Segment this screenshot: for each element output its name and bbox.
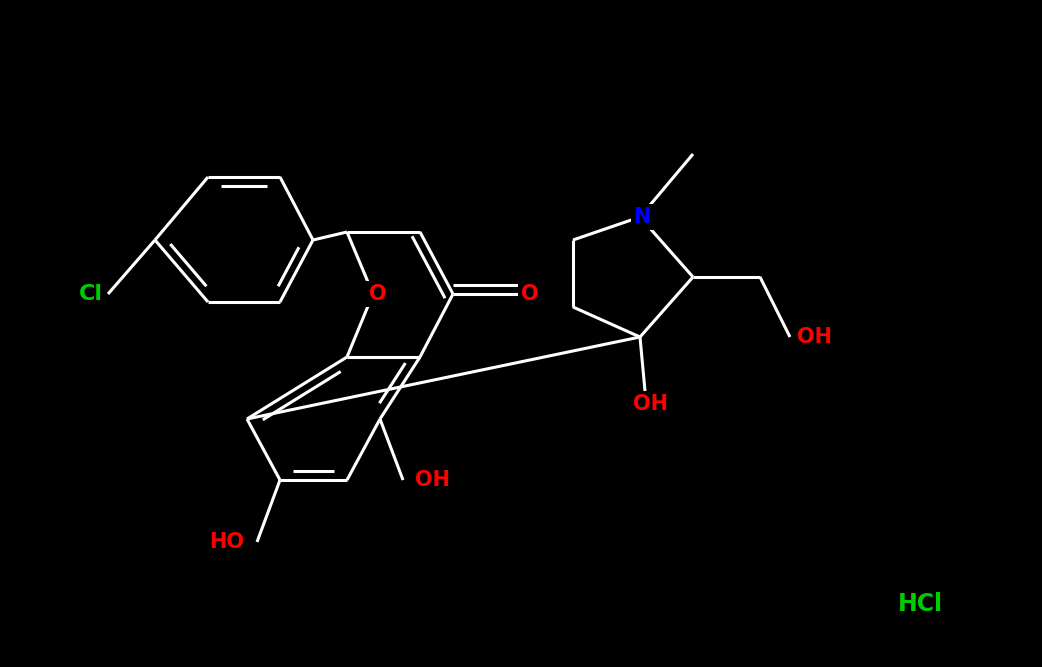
Text: O: O: [521, 284, 539, 304]
Text: N: N: [634, 207, 650, 227]
Text: Cl: Cl: [79, 284, 103, 304]
Text: OH: OH: [632, 394, 668, 414]
Text: O: O: [369, 284, 387, 304]
Text: OH: OH: [416, 470, 450, 490]
Text: HO: HO: [209, 532, 245, 552]
Text: HCl: HCl: [897, 592, 943, 616]
Text: OH: OH: [797, 327, 833, 347]
